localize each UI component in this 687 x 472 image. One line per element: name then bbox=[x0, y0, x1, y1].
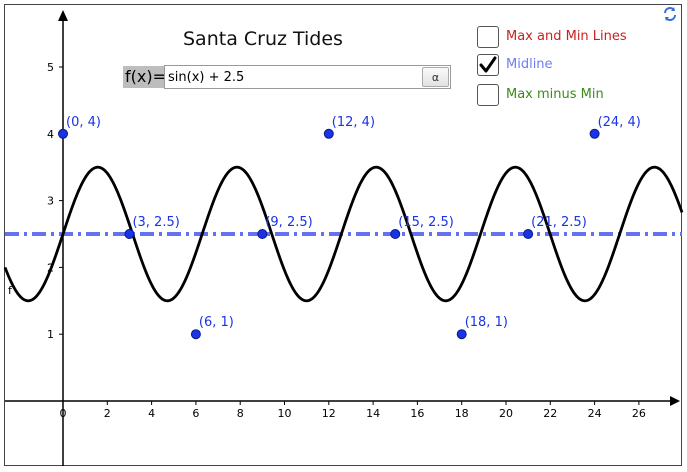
curve-group bbox=[3, 165, 684, 303]
symbol-keyboard-button[interactable]: α bbox=[422, 67, 449, 87]
data-point[interactable] bbox=[589, 128, 600, 139]
x-tick-label: 4 bbox=[148, 407, 155, 420]
function-input-box[interactable]: α bbox=[164, 65, 451, 89]
x-tick-label: 8 bbox=[237, 407, 244, 420]
point-label: (9, 2.5) bbox=[265, 215, 312, 230]
point-label: (18, 1) bbox=[465, 315, 508, 330]
x-tick-label: 10 bbox=[278, 407, 292, 420]
midline-checkbox[interactable] bbox=[477, 54, 499, 76]
x-tick-label: 22 bbox=[543, 407, 557, 420]
x-tick-label: 2 bbox=[104, 407, 111, 420]
function-curve[interactable] bbox=[3, 165, 684, 303]
points-group: (0, 4) (3, 2.5) (6, 1) (9, 2.5) (12, 4) (15, … bbox=[58, 115, 641, 340]
point-label: (15, 2.5) bbox=[398, 215, 454, 230]
point-label: (6, 1) bbox=[199, 315, 234, 330]
x-tick-label: 18 bbox=[455, 407, 469, 420]
data-point[interactable] bbox=[58, 128, 68, 139]
point-label: (3, 2.5) bbox=[132, 215, 179, 230]
point-label: (24, 4) bbox=[598, 115, 641, 130]
chart-title: Santa Cruz Tides bbox=[183, 28, 343, 50]
data-point[interactable] bbox=[190, 329, 201, 340]
x-tick-label: 12 bbox=[322, 407, 336, 420]
point-label: (0, 4) bbox=[66, 115, 101, 130]
x-tick-label: 24 bbox=[588, 407, 602, 420]
x-tick-label: 20 bbox=[499, 407, 513, 420]
curve-label: f bbox=[8, 284, 13, 297]
x-tick-label: 16 bbox=[410, 407, 424, 420]
x-tick-label: 6 bbox=[192, 407, 199, 420]
x-axis-arrow bbox=[670, 396, 680, 406]
y-tick-label: 3 bbox=[47, 195, 54, 208]
y-axis-arrow bbox=[58, 10, 68, 21]
max-minus-min-checkbox[interactable] bbox=[477, 84, 499, 106]
x-tick-label: 26 bbox=[632, 407, 646, 420]
data-point[interactable] bbox=[124, 229, 135, 239]
data-point[interactable] bbox=[456, 329, 467, 340]
midline-label[interactable]: Midline bbox=[506, 57, 553, 72]
data-point[interactable] bbox=[257, 229, 268, 239]
max-minus-min-label[interactable]: Max minus Min bbox=[506, 87, 604, 102]
function-input[interactable] bbox=[168, 67, 418, 87]
y-tick-label: 4 bbox=[47, 128, 54, 141]
max-min-lines-label[interactable]: Max and Min Lines bbox=[506, 29, 627, 44]
x-tick-label: 14 bbox=[366, 407, 380, 420]
data-point[interactable] bbox=[523, 229, 534, 239]
refresh-icon[interactable] bbox=[662, 6, 678, 22]
x-tick-label: 0 bbox=[60, 407, 67, 420]
axes bbox=[5, 10, 680, 466]
max-min-lines-checkbox[interactable] bbox=[477, 26, 499, 48]
checkmark-icon bbox=[479, 56, 497, 73]
data-point[interactable] bbox=[390, 229, 401, 239]
point-label: (21, 2.5) bbox=[531, 215, 587, 230]
data-point[interactable] bbox=[323, 128, 334, 139]
input-label: f(x)= bbox=[123, 66, 168, 88]
point-label: (12, 4) bbox=[332, 115, 375, 130]
y-tick-label: 5 bbox=[47, 61, 54, 74]
y-tick-label: 1 bbox=[47, 328, 54, 341]
